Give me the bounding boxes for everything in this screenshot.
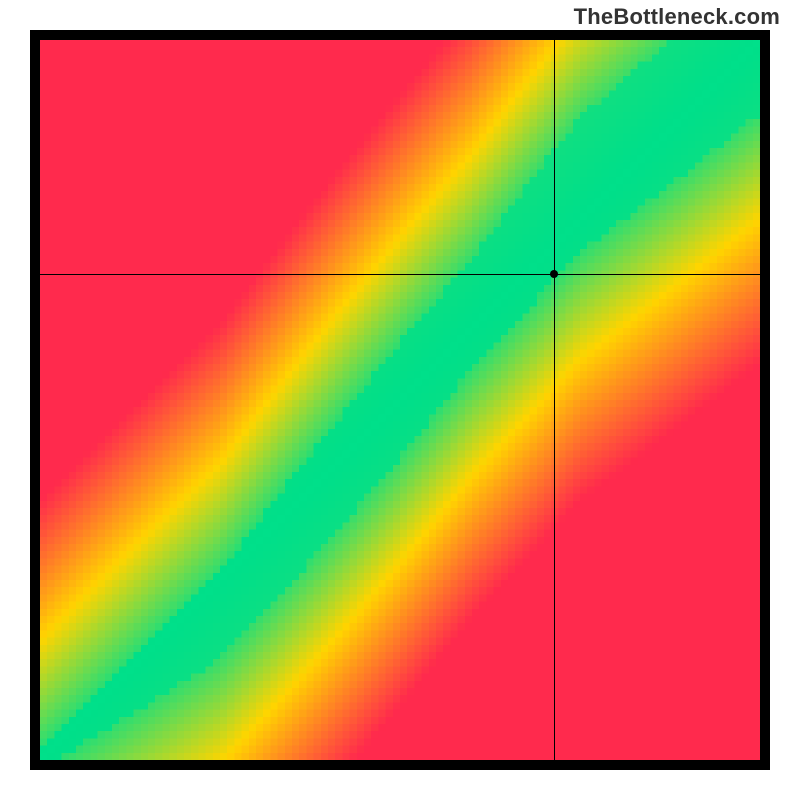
crosshair-marker [550, 270, 558, 278]
crosshair-horizontal [40, 274, 760, 275]
watermark-text: TheBottleneck.com [574, 4, 780, 30]
crosshair-vertical [554, 40, 555, 760]
heatmap-canvas [40, 40, 760, 760]
heatmap-plot [30, 30, 770, 770]
chart-container: TheBottleneck.com [0, 0, 800, 800]
